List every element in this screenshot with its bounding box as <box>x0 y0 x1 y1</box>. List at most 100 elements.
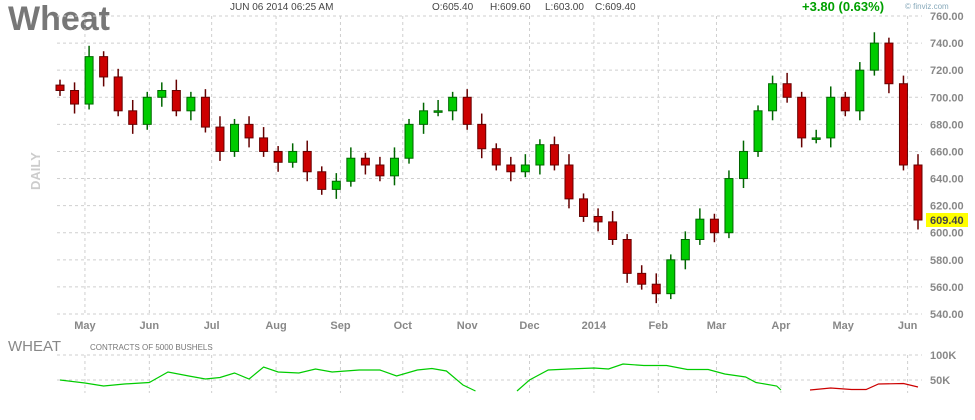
candle-body <box>666 259 676 295</box>
candle-body <box>157 90 167 98</box>
x-tick-label: 2014 <box>582 320 607 332</box>
x-tick-label: Nov <box>457 320 479 332</box>
candle-body <box>273 150 283 163</box>
y-tick-label: 580.00 <box>930 255 964 267</box>
candle-body <box>230 123 240 152</box>
candle-body <box>389 157 399 177</box>
candle-body <box>549 144 559 166</box>
candle-body <box>128 110 138 125</box>
candle-body <box>680 239 690 261</box>
candle-body <box>259 137 269 152</box>
timeframe-label: DAILY <box>28 152 43 190</box>
candle-body <box>709 218 719 234</box>
low-label: L:603.00 <box>545 2 584 13</box>
last-price-badge <box>926 212 968 227</box>
change-label: +3.80 (0.63%) <box>802 0 884 14</box>
open-label: O:605.40 <box>432 2 474 13</box>
x-tick-label: Jun <box>140 320 160 332</box>
y-tick-label: 700.00 <box>930 92 964 104</box>
datetime-label: JUN 06 2014 06:25 AM <box>230 2 333 13</box>
y-tick-label: 680.00 <box>930 119 964 131</box>
y-tick-label: 760.00 <box>930 11 964 23</box>
x-tick-label: May <box>74 320 96 332</box>
x-tick-label: Jul <box>204 320 220 332</box>
candle-body <box>491 148 501 166</box>
candle-body <box>608 221 618 241</box>
candle-body <box>579 198 589 217</box>
y-tick-label: 740.00 <box>930 38 964 50</box>
y-tick-label: 720.00 <box>930 65 964 77</box>
close-label: C:609.40 <box>595 2 636 13</box>
candle-body <box>99 56 109 78</box>
x-tick-label: Sep <box>330 320 350 332</box>
candle-body <box>695 218 705 241</box>
candle-body <box>200 96 210 128</box>
candle-body <box>317 171 327 190</box>
volume-subtitle: CONTRACTS OF 5000 BUSHELS <box>90 343 213 352</box>
candle-body <box>302 150 312 173</box>
candle-body <box>782 83 792 98</box>
candle-body <box>448 96 458 112</box>
candle-body <box>797 96 807 139</box>
y-tick-label: 640.00 <box>930 174 964 186</box>
candle-body <box>811 137 821 140</box>
candle-body <box>375 164 385 177</box>
candle-body <box>520 164 530 173</box>
brand-label[interactable]: © finviz.com <box>905 2 949 11</box>
candle-body <box>724 178 734 234</box>
candle-body <box>753 110 763 152</box>
x-tick-label: Apr <box>771 320 791 332</box>
candle-body <box>171 90 181 112</box>
candle-body <box>462 96 472 125</box>
candle-body <box>884 42 894 85</box>
candle-body <box>186 96 196 112</box>
x-tick-label: Dec <box>519 320 539 332</box>
volume-y-tick-label: 100K <box>930 350 956 362</box>
open-interest-line <box>59 366 476 392</box>
last-price-label-text: 609.40 <box>930 215 964 227</box>
candle-body <box>593 215 603 223</box>
candle-body <box>113 76 123 112</box>
candle-body <box>244 123 254 139</box>
x-tick-label: Feb <box>649 320 669 332</box>
candle-body <box>564 164 574 200</box>
y-tick-label: 620.00 <box>930 201 964 213</box>
candle-body <box>768 83 778 112</box>
high-label: H:609.60 <box>490 2 531 13</box>
candle-body <box>855 69 865 112</box>
candle-body <box>869 42 879 71</box>
candle-body <box>142 96 152 125</box>
candle-body <box>215 126 225 152</box>
y-tick-label: 540.00 <box>930 309 964 321</box>
y-tick-label: 600.00 <box>930 228 964 240</box>
x-tick-label: Mar <box>707 320 727 332</box>
x-tick-label: May <box>833 320 855 332</box>
candle-body <box>404 123 414 159</box>
candle-body <box>360 157 370 166</box>
candle-body <box>331 180 341 190</box>
candle-body <box>826 96 836 139</box>
candle-body <box>55 84 65 91</box>
candle-body <box>70 90 80 105</box>
candle-body <box>419 110 429 125</box>
candle-body <box>433 110 443 113</box>
candle-body <box>651 283 661 295</box>
volume-y-tick-label: 50K <box>930 375 950 387</box>
candle-body <box>913 164 923 221</box>
candle-body <box>288 150 298 163</box>
candle-body <box>477 123 487 150</box>
y-tick-label: 560.00 <box>930 282 964 294</box>
y-tick-label: 660.00 <box>930 146 964 158</box>
candle-body <box>738 150 748 180</box>
candle-body <box>346 157 356 182</box>
x-tick-label: Aug <box>265 320 286 332</box>
candle-body <box>84 56 94 105</box>
x-tick-label: Jun <box>898 320 918 332</box>
x-tick-label: Oct <box>394 320 413 332</box>
candle-body <box>506 164 516 173</box>
candle-body <box>840 96 850 112</box>
open-interest-line <box>516 363 782 392</box>
chart-title: Wheat <box>8 0 110 38</box>
candle-body <box>898 83 908 166</box>
